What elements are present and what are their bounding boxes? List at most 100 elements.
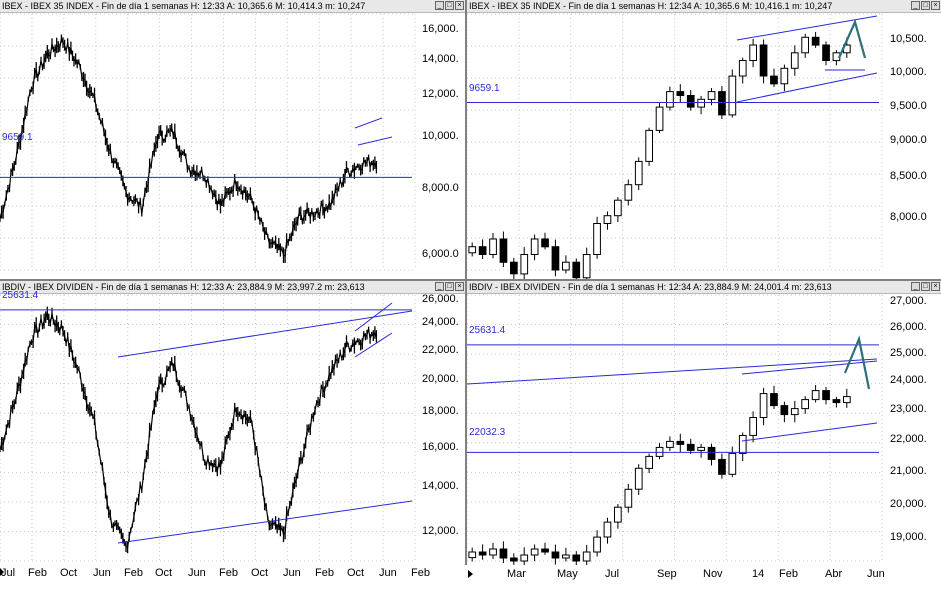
candle-body <box>676 91 685 96</box>
x-tick: Oct <box>60 567 78 579</box>
candle-body <box>572 554 581 562</box>
x-tick: Feb <box>124 567 143 579</box>
candle-body <box>478 246 487 255</box>
candle-body <box>551 246 560 271</box>
minimize-button[interactable]: _ <box>435 1 444 10</box>
candle-body <box>801 36 809 54</box>
candle-body <box>843 396 851 404</box>
x-tick: Nov <box>703 568 723 580</box>
price-line <box>0 36 377 258</box>
maximize-button[interactable]: □ <box>921 1 930 10</box>
candle-body <box>541 238 549 248</box>
channel-lower <box>117 500 413 544</box>
x-tick: Oct <box>251 567 269 579</box>
candle-body <box>686 95 695 108</box>
x-tick: Abr <box>825 568 843 580</box>
candle-body <box>520 554 529 562</box>
y-tick: 10,000. <box>422 130 459 142</box>
candle-body <box>510 557 518 562</box>
panel-titlebar: IBEX - IBEX 35 INDEX - Fin de día 1 sema… <box>0 0 465 13</box>
y-tick: 22,000. <box>890 433 927 445</box>
maximize-button[interactable]: □ <box>445 282 454 291</box>
maximize-button[interactable]: □ <box>921 282 930 291</box>
x-tick: Sep <box>657 568 677 580</box>
y-tick: 24,000. <box>422 316 459 328</box>
candle-body <box>728 75 737 116</box>
x-tick: Mar <box>507 568 526 580</box>
panel-title: IBDIV - IBEX DIVIDEN - Fin de día 1 sema… <box>469 282 832 292</box>
candle-body <box>655 106 664 131</box>
channel-lower <box>736 72 878 103</box>
candle-body <box>489 548 497 556</box>
trend-line <box>354 302 393 332</box>
candle-body <box>562 554 570 559</box>
candle-body <box>603 521 612 538</box>
channel-upper <box>117 310 413 358</box>
candle-body <box>780 67 789 85</box>
close-button[interactable]: × <box>931 282 940 291</box>
vertical-divider[interactable] <box>465 0 467 565</box>
candle-body <box>832 399 841 404</box>
horizontal-divider[interactable] <box>0 279 941 281</box>
x-tick: Jul <box>1 567 16 579</box>
candle-body <box>770 393 778 407</box>
y-tick: 22,000. <box>422 344 459 356</box>
y-tick: 8,000.0 <box>422 182 459 194</box>
y-tick: 19,000. <box>890 531 927 543</box>
y-tick: 26,000. <box>890 321 927 333</box>
x-axis-left: Jul Feb Oct Jun Feb Oct Jun Feb Oct Jun … <box>0 565 465 589</box>
candle-body <box>614 506 622 523</box>
minimize-button[interactable]: _ <box>435 282 444 291</box>
candle-body <box>624 488 633 508</box>
chart-plot[interactable] <box>0 281 465 565</box>
scroll-left-arrow[interactable] <box>468 570 473 578</box>
y-tick: 6,000.0 <box>422 248 459 260</box>
x-tick: 14 <box>752 568 765 580</box>
projection-arrow <box>837 18 867 59</box>
y-tick: 14,000. <box>422 53 459 65</box>
candle-body <box>749 417 757 436</box>
minimize-button[interactable]: _ <box>911 282 920 291</box>
candle-body <box>738 435 747 454</box>
candle-body <box>634 467 643 490</box>
x-tick: Jun <box>93 567 111 579</box>
candle-body <box>759 44 768 77</box>
x-tick: Feb <box>315 567 334 579</box>
chart-plot[interactable] <box>0 0 465 279</box>
candle-body <box>666 91 674 108</box>
candle-body <box>707 91 716 100</box>
close-button[interactable]: × <box>455 282 464 291</box>
chart-plot[interactable] <box>467 281 941 565</box>
candle-body <box>749 44 757 61</box>
candle-body <box>645 129 654 162</box>
chart-plot[interactable] <box>467 0 941 279</box>
close-button[interactable]: × <box>931 1 940 10</box>
x-tick: Jun <box>379 567 397 579</box>
candle-body <box>530 238 539 255</box>
candle-body <box>551 551 560 559</box>
maximize-button[interactable]: □ <box>445 1 454 10</box>
candle-body <box>614 199 622 217</box>
candle-body <box>603 215 612 224</box>
candle-body <box>666 440 674 448</box>
candle-body <box>572 261 581 279</box>
trend-line <box>741 360 878 375</box>
panel-title: IBEX - IBEX 35 INDEX - Fin de día 1 sema… <box>469 1 833 11</box>
candle-body <box>510 261 518 275</box>
level-label: 9659.1 <box>469 83 500 94</box>
y-tick: 18,000. <box>422 405 459 417</box>
x-tick: Jun <box>283 567 301 579</box>
panel-title: IBEX - IBEX 35 INDEX - Fin de día 1 sema… <box>2 1 366 11</box>
candle-body <box>593 223 601 255</box>
panel-title: IBDIV - IBEX DIVIDEN - Fin de día 1 sema… <box>2 282 365 292</box>
chart-panel-ibdiv-short: IBDIV - IBEX DIVIDEN - Fin de día 1 sema… <box>467 281 941 565</box>
candle-body <box>770 75 778 85</box>
minimize-button[interactable]: _ <box>911 1 920 10</box>
candle-body <box>790 408 799 416</box>
y-tick: 8,500.0 <box>890 170 927 182</box>
close-button[interactable]: × <box>455 1 464 10</box>
y-tick: 25,000. <box>890 347 927 359</box>
candle-body <box>468 551 477 559</box>
x-tick: Jun <box>867 568 885 580</box>
x-tick: Jul <box>605 568 620 580</box>
